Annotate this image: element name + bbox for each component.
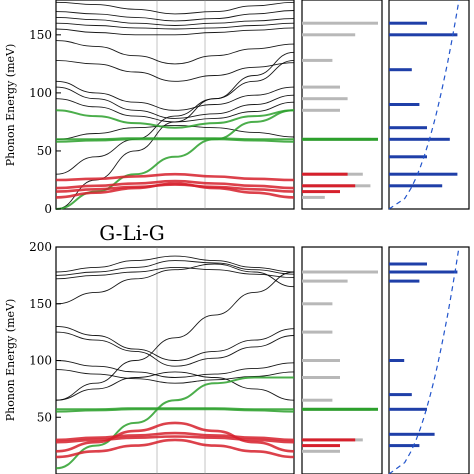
bottom-blue-dos-peak-6 <box>389 432 435 436</box>
top-blue-dos-peak-8 <box>389 184 443 188</box>
bottom-green-dos-peak-0 <box>302 407 378 411</box>
bottom-band-black-9 <box>55 371 295 401</box>
top-gray-dos-peak-0 <box>302 21 378 25</box>
bottom-gray-dos-peak-0 <box>302 270 378 274</box>
top-band-green-1 <box>55 138 295 143</box>
bottom-blue-dos-peak-3 <box>389 359 405 362</box>
bottom-band-black-5 <box>55 331 295 367</box>
bottom-band-black-2 <box>55 266 295 280</box>
top-blue-dos-peak-3 <box>389 103 420 106</box>
top-ytick-label-2: 100 <box>29 86 52 100</box>
top-band-black-4 <box>55 27 295 36</box>
top-band-black-2 <box>55 16 295 26</box>
bottom-band-black-1 <box>55 260 295 276</box>
top-band-black-8 <box>55 86 295 119</box>
top-band-black-7 <box>55 80 295 111</box>
bottom-gray-dos-peak-9 <box>302 449 340 453</box>
top-gray-dos-peak-5 <box>302 108 340 112</box>
bottom-blue-dos-peak-7 <box>389 444 420 448</box>
top-red-dos-peak-2 <box>302 190 340 194</box>
top-green-dos-peak-0 <box>302 137 378 141</box>
bottom-y-axis-label: Phonon Energy (meV) <box>4 299 17 422</box>
bottom-ytick-label-1: 100 <box>29 354 52 368</box>
bottom-dos <box>302 246 460 474</box>
top-band-green-0 <box>56 137 294 141</box>
bottom-band-green-2 <box>55 376 294 470</box>
bottom-band-black-0 <box>55 255 295 273</box>
bottom-band-black-7 <box>55 369 295 384</box>
bottom-ytick-label-3: 200 <box>29 240 52 254</box>
top-band-black-10 <box>55 124 295 140</box>
bottom-gray-dos-peak-2 <box>302 302 333 306</box>
top-ytick-label-1: 50 <box>37 144 52 158</box>
bottom-band-black-6 <box>55 360 295 378</box>
bottom-bands <box>55 255 295 470</box>
top-blue-dos-peak-5 <box>389 137 450 141</box>
bottom-red-dos-peak-0 <box>302 438 356 442</box>
top-bands <box>55 1 295 210</box>
bottom-ytick-label-2: 150 <box>29 297 52 311</box>
bottom-gray-dos-peak-4 <box>302 359 340 362</box>
top-dos <box>302 0 460 210</box>
bottom-red-dos-peak-1 <box>302 444 340 448</box>
bottom-blue-dos-peak-2 <box>389 279 420 283</box>
top-gray-dos-peak-3 <box>302 85 340 89</box>
bottom-blue-dos-peak-4 <box>389 393 412 397</box>
top-band-red-0 <box>55 179 295 190</box>
bottom-blue-dos-peak-1 <box>389 270 458 274</box>
top-gray-dos-peak-4 <box>302 97 348 101</box>
bottom-ytick-label-0: 50 <box>37 410 52 424</box>
ticks: 0 50 100 150 50 100 150 200 <box>29 28 61 424</box>
top-blue-dos-peak-4 <box>389 126 427 130</box>
bottom-panel-title: G-Li-G <box>99 221 165 245</box>
top-gray-dos-peak-9 <box>302 195 325 199</box>
top-red-dos-peak-0 <box>302 172 348 176</box>
top-blue-dos-peak-2 <box>389 68 412 72</box>
bottom-gray-dos-peak-1 <box>302 279 348 283</box>
top-blue-dos-peak-7 <box>389 172 458 176</box>
top-dashed-curve <box>388 0 460 210</box>
bottom-band-black-3 <box>55 263 295 305</box>
top-band-black-1 <box>55 10 295 22</box>
bottom-gray-dos-peak-5 <box>302 376 340 379</box>
top-red-dos-peak-1 <box>302 184 356 188</box>
top-y-axis-label: Phonon Energy (meV) <box>4 44 17 167</box>
top-band-black-5 <box>55 40 295 65</box>
bottom-band-red-3 <box>55 438 295 459</box>
top-band-frame <box>55 0 295 210</box>
top-band-black-11 <box>55 59 295 175</box>
bottom-band-green-0 <box>55 407 294 411</box>
top-gray-dos-peak-2 <box>302 58 333 62</box>
bottom-gray-dos-peak-3 <box>302 330 333 334</box>
bottom-blue-dos-peak-5 <box>389 407 427 411</box>
top-ytick-label-0: 0 <box>44 202 52 216</box>
bottom-blue-dos-peak-0 <box>389 262 427 266</box>
top-band-black-3 <box>55 22 295 30</box>
top-blue-dos-peak-1 <box>389 33 458 37</box>
top-gray-dos-peak-1 <box>302 33 356 37</box>
bottom-gray-dos-peak-6 <box>302 398 333 402</box>
top-band-black-0 <box>55 1 295 15</box>
top-dos-frame <box>301 0 383 210</box>
top-ytick-label-3: 150 <box>29 28 52 42</box>
bottom-band-green-1 <box>55 408 295 413</box>
bottom-band-red-1 <box>55 435 295 444</box>
top-band-green-3 <box>55 109 295 129</box>
top-band-red-2 <box>55 172 295 182</box>
bottom-band-red-0 <box>55 431 295 442</box>
top-band-black-6 <box>55 59 295 82</box>
bottom-band-black-4 <box>55 325 295 361</box>
bottom-dashed-curve <box>388 246 460 474</box>
top-blue-dos-peak-6 <box>389 155 427 159</box>
top-blue-dos-peak-0 <box>389 21 427 25</box>
bottom-band-black-8 <box>55 271 295 401</box>
bottom-band-red-2 <box>55 421 295 453</box>
top-band-red-3 <box>55 182 295 199</box>
